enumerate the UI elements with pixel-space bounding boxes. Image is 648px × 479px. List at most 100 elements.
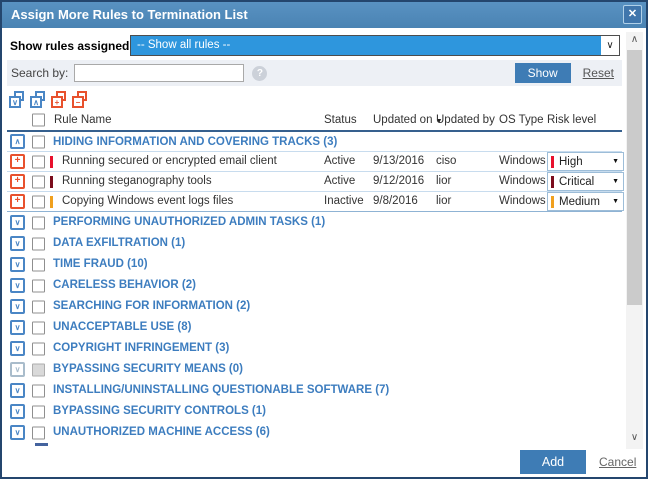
category-checkbox [32,363,45,376]
category-label: UNAUTHORIZED MACHINE ACCESS (6) [53,426,270,438]
rule-updated-by: lior [436,175,452,187]
category-row: ∨ CARELESS BEHAVIOR (2) [7,275,622,296]
rule-updated-by: lior [436,195,452,207]
dropdown-caret-icon: ▼ [612,198,619,205]
expand-icon[interactable]: ∨ [10,320,25,335]
vertical-scrollbar[interactable]: ∧ ∨ [626,32,643,449]
category-checkbox[interactable] [32,258,45,271]
expand-icon[interactable]: ∨ [10,236,25,251]
expand-icon[interactable]: ∨ [10,299,25,314]
rule-name: Running secured or encrypted email clien… [62,155,277,167]
rule-name: Running steganography tools [62,175,212,187]
rule-row: + Running secured or encrypted email cli… [7,152,624,172]
partially-scrolled-row [35,443,48,446]
rule-status: Active [324,155,356,167]
add-rule-icon[interactable]: + [10,154,25,169]
category-label: TIME FRAUD (10) [53,258,148,270]
expand-icon[interactable]: ∨ [10,383,25,398]
category-checkbox[interactable] [32,405,45,418]
col-header-status[interactable]: Status [324,114,357,126]
reset-link[interactable]: Reset [582,66,614,80]
category-label: PERFORMING UNAUTHORIZED ADMIN TASKS (1) [53,216,326,228]
category-checkbox[interactable] [32,135,45,148]
risk-level-dropdown[interactable]: Critical ▼ [547,172,624,191]
add-all-icon[interactable]: + [51,91,69,108]
category-checkbox[interactable] [32,216,45,229]
category-checkbox[interactable] [32,384,45,397]
category-checkbox[interactable] [32,321,45,334]
expand-icon[interactable]: ∨ [10,425,25,440]
rule-checkbox[interactable] [32,195,45,208]
category-checkbox[interactable] [32,426,45,439]
col-header-updated-by[interactable]: Updated by [436,114,495,126]
category-checkbox[interactable] [32,279,45,292]
category-row: ∨ BYPASSING SECURITY MEANS (0) [7,359,622,380]
sort-desc-icon: ▼ [435,118,443,125]
risk-level-value: High [559,155,583,168]
scrollbar-thumb[interactable] [627,50,642,305]
rule-checkbox[interactable] [32,175,45,188]
rule-updated-on: 9/13/2016 [373,155,425,167]
rule-updated-by: ciso [436,155,457,167]
close-icon[interactable]: ✕ [623,5,642,24]
category-label: BYPASSING SECURITY MEANS (0) [53,363,243,375]
category-row: ∨ SEARCHING FOR INFORMATION (2) [7,296,622,317]
category-label: UNACCEPTABLE USE (8) [53,321,192,333]
expand-icon[interactable]: ∨ [10,278,25,293]
rule-row: + Copying Windows event logs files Inact… [7,192,624,212]
category-checkbox[interactable] [32,342,45,355]
risk-level-dropdown[interactable]: High ▼ [547,152,624,171]
rule-os-type: Windows [499,175,546,187]
category-row: ∨ UNAUTHORIZED MACHINE ACCESS (6) [7,422,622,443]
remove-all-icon[interactable]: − [72,91,90,108]
category-label: DATA EXFILTRATION (1) [53,237,186,249]
filter-selected-option: -- Show all rules -- [131,36,601,55]
rules-filter-select[interactable]: -- Show all rules -- ∨ [130,35,620,56]
rule-os-type: Windows [499,195,546,207]
col-header-rule-name[interactable]: Rule Name [54,114,112,126]
expand-icon[interactable]: ∨ [10,362,25,377]
category-label: HIDING INFORMATION AND COVERING TRACKS (… [53,136,338,148]
expand-all-icon[interactable]: ∨ [9,91,27,108]
collapse-icon[interactable]: ∧ [10,134,25,149]
category-label: BYPASSING SECURITY CONTROLS (1) [53,405,266,417]
category-row: ∨ INSTALLING/UNINSTALLING QUESTIONABLE S… [7,380,622,401]
col-header-risk-level[interactable]: Risk level [547,114,597,126]
collapse-all-icon[interactable]: ∧ [30,91,48,108]
bulk-actions-toolbar: ∨ ∧ + − [9,91,90,108]
expand-icon[interactable]: ∨ [10,257,25,272]
category-row: ∨ BYPASSING SECURITY CONTROLS (1) [7,401,622,422]
category-label: CARELESS BEHAVIOR (2) [53,279,196,291]
search-input[interactable] [74,64,245,82]
category-checkbox[interactable] [32,300,45,313]
rule-name: Copying Windows event logs files [62,195,234,207]
rule-checkbox[interactable] [32,155,45,168]
risk-level-dropdown[interactable]: Medium ▼ [547,192,624,211]
select-all-checkbox[interactable] [32,113,45,127]
add-rule-icon[interactable]: + [10,174,25,189]
rule-updated-on: 9/12/2016 [373,175,425,187]
category-row-expanded: ∧ HIDING INFORMATION AND COVERING TRACKS… [7,132,622,152]
chevron-down-icon: ∨ [606,40,614,51]
add-button[interactable]: Add [520,450,586,474]
category-row: ∨ UNACCEPTABLE USE (8) [7,317,622,338]
filter-label: Show rules assigned to [10,39,145,53]
scroll-down-icon[interactable]: ∨ [630,432,639,443]
add-rule-icon[interactable]: + [10,194,25,209]
expand-icon[interactable]: ∨ [10,341,25,356]
scroll-up-icon[interactable]: ∧ [630,34,639,45]
expand-icon[interactable]: ∨ [10,215,25,230]
expand-icon[interactable]: ∨ [10,404,25,419]
cancel-link[interactable]: Cancel [599,455,637,469]
category-row: ∨ PERFORMING UNAUTHORIZED ADMIN TASKS (1… [7,212,622,233]
rules-table: Rule Name Status Updated on ▼ Updated by… [7,110,624,443]
search-bar: Search by: ? Show Reset [7,60,622,86]
category-label: SEARCHING FOR INFORMATION (2) [53,300,251,312]
rule-row: + Running steganography tools Active 9/1… [7,172,624,192]
category-checkbox[interactable] [32,237,45,250]
show-button[interactable]: Show [514,63,571,83]
category-label: INSTALLING/UNINSTALLING QUESTIONABLE SOF… [53,384,390,396]
col-header-updated-on[interactable]: Updated on ▼ [373,114,443,126]
dialog-title: Assign More Rules to Termination List [11,7,248,22]
col-header-os-type[interactable]: OS Type [499,114,544,126]
